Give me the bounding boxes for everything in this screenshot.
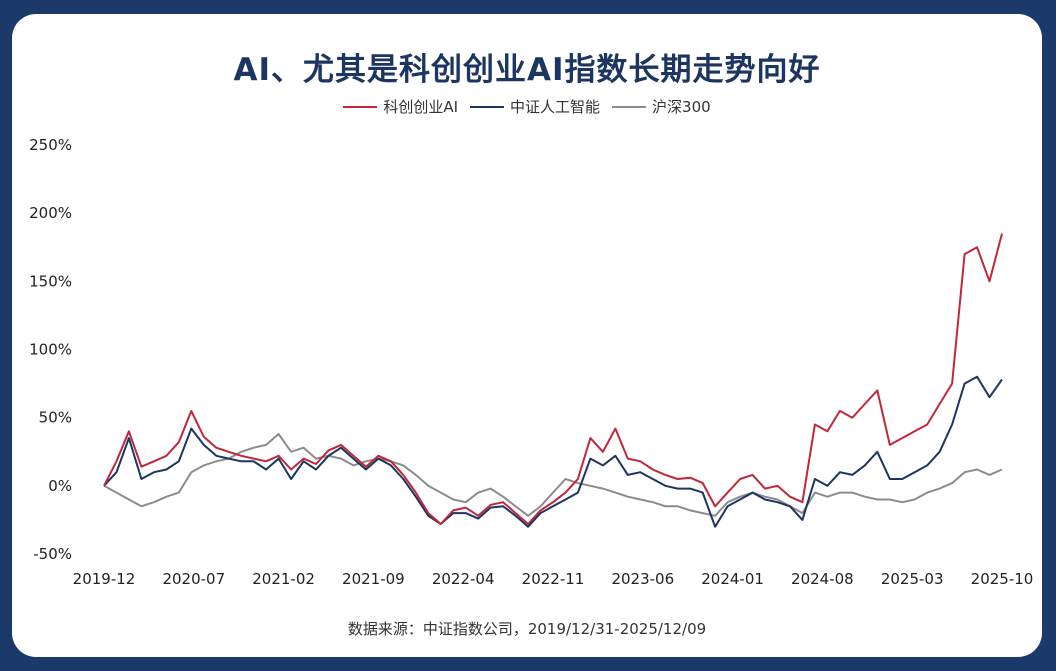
series-line-csi-ai	[103, 375, 1003, 528]
chart-title: AI、尤其是科创创业AI指数长期走势向好	[233, 52, 821, 88]
y-tick-label: -50%	[33, 545, 72, 563]
legend-label-kechuang-ai: 科创创业AI	[383, 98, 459, 116]
x-tick-label: 2019-12	[73, 570, 136, 588]
legend-item-csi-ai: 中证人工智能	[470, 96, 600, 117]
x-tick-label: 2024-08	[791, 570, 854, 588]
series-line-kechuang-ai	[103, 233, 1003, 525]
data-source-note: 数据来源：中证指数公司，2019/12/31-2025/12/09	[347, 620, 707, 638]
y-tick-label: 100%	[29, 341, 72, 359]
chart-card: AI、尤其是科创创业AI指数长期走势向好 科创创业AI 中证人工智能 沪深300…	[12, 14, 1042, 657]
legend-label-csi-ai: 中证人工智能	[510, 98, 601, 116]
x-tick-label: 2023-06	[611, 570, 674, 588]
legend-swatch-csi-ai	[470, 105, 505, 108]
x-tick-label: 2021-02	[252, 570, 315, 588]
x-tick-label: 2025-03	[881, 570, 944, 588]
x-tick-label: 2022-11	[522, 570, 585, 588]
y-tick-label: 200%	[29, 204, 72, 222]
x-tick-label: 2025-10	[971, 570, 1034, 588]
legend-swatch-csi300	[612, 105, 647, 108]
x-tick-label: 2020-07	[162, 570, 225, 588]
series-line-csi300	[103, 433, 1003, 517]
legend: 科创创业AI 中证人工智能 沪深300	[12, 96, 1042, 117]
legend-item-kechuang-ai: 科创创业AI	[343, 96, 458, 117]
x-tick-label: 2022-04	[432, 570, 495, 588]
legend-label-csi300: 沪深300	[652, 98, 711, 116]
line-chart: -50% 0% 50% 100% 150% 200% 250% 2019-12 2020-07 2…	[29, 136, 1034, 588]
y-tick-label: 0%	[48, 477, 72, 495]
y-tick-label: 250%	[29, 136, 72, 154]
legend-swatch-kechuang-ai	[343, 105, 378, 108]
x-tick-label: 2024-01	[701, 570, 764, 588]
y-tick-label: 50%	[39, 409, 72, 427]
y-tick-label: 150%	[29, 272, 72, 290]
x-tick-label: 2021-09	[342, 570, 405, 588]
legend-item-csi300: 沪深300	[612, 96, 711, 117]
